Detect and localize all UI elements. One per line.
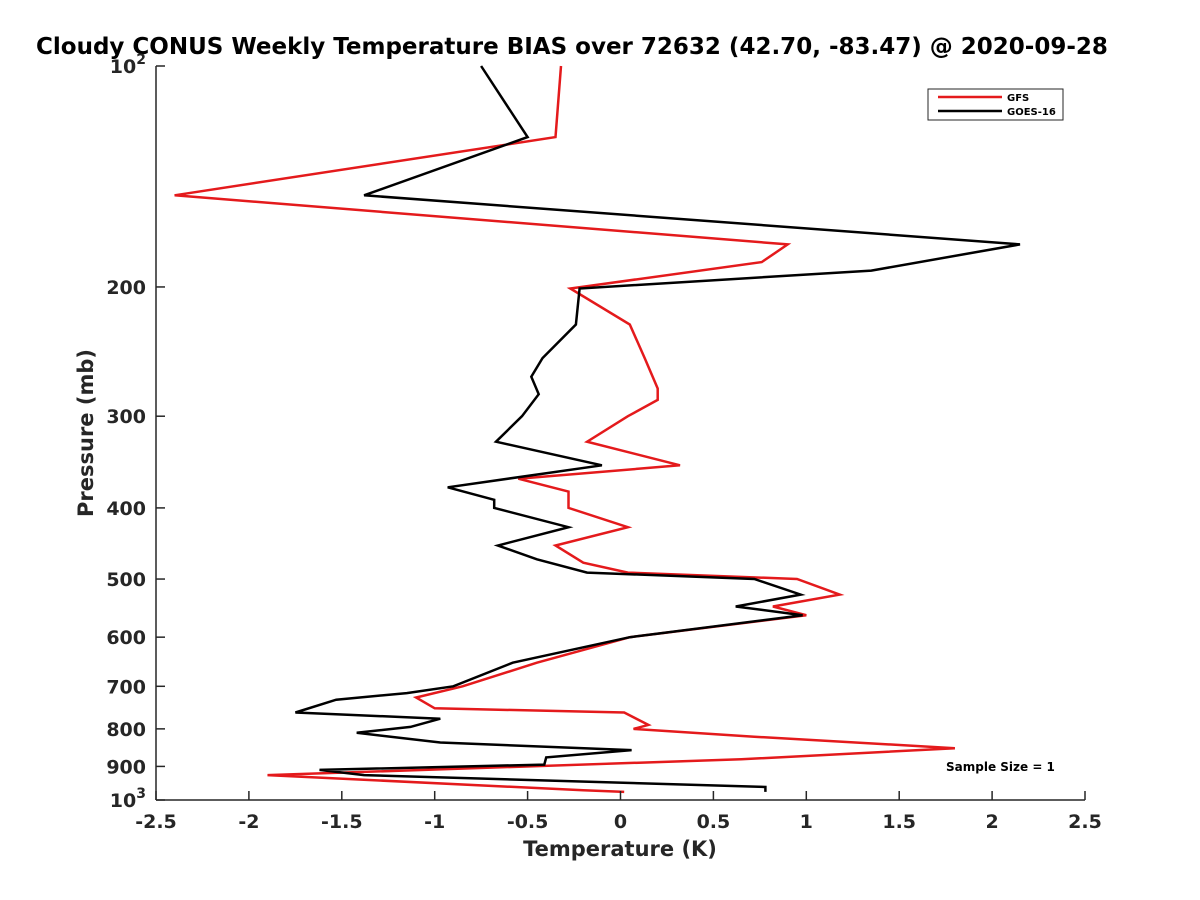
y-axis-label: Pressure (mb): [74, 349, 98, 517]
chart-title: Cloudy CONUS Weekly Temperature BIAS ove…: [36, 34, 1108, 60]
x-tick-label: 1: [800, 811, 813, 833]
x-tick-label: 1.5: [882, 811, 916, 833]
y-tick-label: 900: [106, 756, 146, 778]
x-tick-label: -1.5: [321, 811, 363, 833]
y-tick-label: 200: [106, 277, 146, 299]
legend: GFS GOES-16: [927, 88, 1064, 121]
x-tick-label: -2: [238, 811, 259, 833]
y-tick-label: 102: [110, 52, 146, 78]
sample-size-annotation: Sample Size = 1: [946, 760, 1055, 774]
series-line-gfs: [174, 65, 955, 794]
y-tick-label: 103: [110, 786, 146, 812]
x-tick-label: -2.5: [135, 811, 177, 833]
x-tick-label: 0: [614, 811, 627, 833]
x-axis-ticks: -2.5 -2 -1.5 -1 -0.5 0 0.5 1 1.5 2 2.5: [135, 791, 1102, 833]
y-tick-label: 600: [106, 627, 146, 649]
x-tick-label: -1: [424, 811, 445, 833]
x-tick-label: 2: [985, 811, 998, 833]
legend-box: [927, 88, 1064, 121]
x-tick-label: -0.5: [507, 811, 549, 833]
y-tick-label: 800: [106, 719, 146, 741]
x-tick-label: 0.5: [697, 811, 731, 833]
legend-label-gfs: GFS: [1007, 93, 1029, 104]
y-tick-label: 700: [106, 676, 146, 698]
legend-label-goes16: GOES-16: [1007, 107, 1056, 118]
y-tick-label: 300: [106, 406, 146, 428]
x-tick-label: 2.5: [1068, 811, 1102, 833]
y-tick-label: 400: [106, 498, 146, 520]
x-axis-label: Temperature (K): [523, 837, 717, 861]
y-axis-ticks: 102 200 300 400 500 600 700 800 900 103: [106, 52, 165, 812]
series-line-goes16: [295, 65, 1021, 792]
y-tick-label: 500: [106, 569, 146, 591]
series-layer: [174, 65, 1021, 794]
